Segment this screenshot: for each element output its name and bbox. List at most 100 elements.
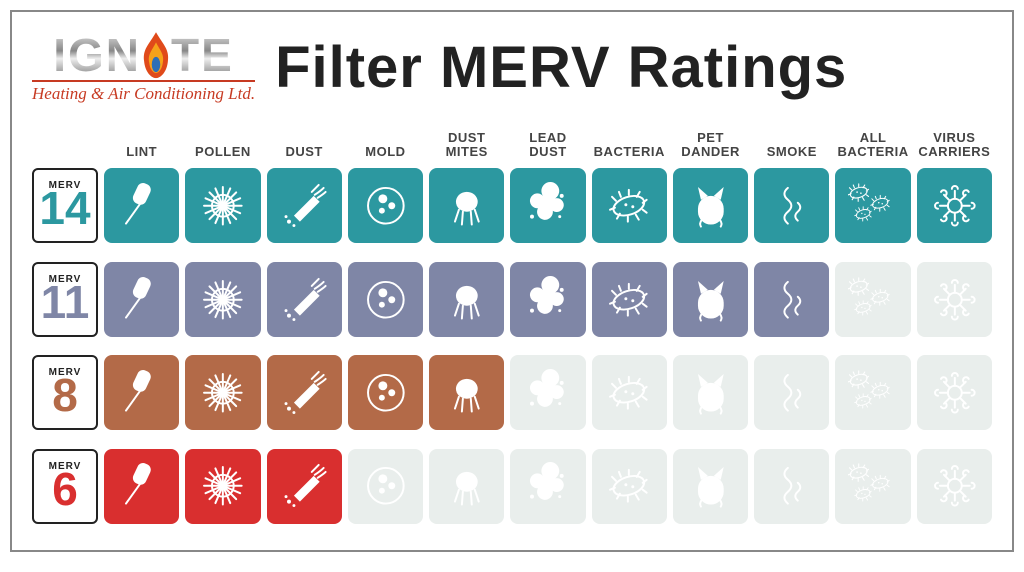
mold-icon	[361, 461, 411, 511]
filter-tile-mold	[348, 262, 423, 337]
column-header: BACTERIA	[592, 114, 667, 162]
leaddust-icon	[523, 181, 573, 231]
merv-row-label: MERV11	[32, 262, 98, 337]
lint-icon	[117, 461, 167, 511]
mold-icon	[361, 368, 411, 418]
filter-tile-lint	[104, 449, 179, 524]
filter-tile-pollen	[185, 355, 260, 430]
column-header: LINT	[104, 114, 179, 162]
column-header: SMOKE	[754, 114, 829, 162]
allbacteria-icon	[848, 275, 898, 325]
allbacteria-icon	[848, 181, 898, 231]
filter-tile-smoke	[754, 262, 829, 337]
column-header: ALL BACTERIA	[835, 114, 910, 162]
filter-tile-virus	[917, 355, 992, 430]
pollen-icon	[198, 181, 248, 231]
filter-tile-allbacteria	[835, 449, 910, 524]
lint-icon	[117, 275, 167, 325]
filter-tile-pollen	[185, 168, 260, 243]
virus-icon	[930, 275, 980, 325]
filter-tile-mold	[348, 355, 423, 430]
filter-tile-pet	[673, 355, 748, 430]
smoke-icon	[767, 461, 817, 511]
filter-tile-leaddust	[510, 449, 585, 524]
filter-tile-smoke	[754, 449, 829, 524]
logo-name: IGN TE	[53, 30, 234, 82]
merv-number: 8	[52, 372, 78, 418]
mold-icon	[361, 181, 411, 231]
filter-tile-lint	[104, 262, 179, 337]
filter-tile-virus	[917, 449, 992, 524]
pet-icon	[686, 461, 736, 511]
dust-icon	[279, 181, 329, 231]
dust-icon	[279, 461, 329, 511]
filter-tile-bacteria	[592, 449, 667, 524]
filter-tile-allbacteria	[835, 262, 910, 337]
dust-icon	[279, 368, 329, 418]
filter-tile-mite	[429, 355, 504, 430]
pollen-icon	[198, 275, 248, 325]
header: IGN TE Heating & Air Conditioning Ltd. F…	[32, 30, 992, 104]
logo-tagline: Heating & Air Conditioning Ltd.	[32, 80, 255, 104]
merv-row-label: MERV8	[32, 355, 98, 430]
pet-icon	[686, 368, 736, 418]
column-header: POLLEN	[185, 114, 260, 162]
smoke-icon	[767, 181, 817, 231]
allbacteria-icon	[848, 461, 898, 511]
logo-text-right: TE	[171, 35, 234, 76]
mite-icon	[442, 461, 492, 511]
filter-tile-smoke	[754, 168, 829, 243]
lint-icon	[117, 181, 167, 231]
filter-tile-pet	[673, 449, 748, 524]
dust-icon	[279, 275, 329, 325]
bacteria-icon	[604, 368, 654, 418]
column-header: LEAD DUST	[510, 114, 585, 162]
filter-tile-leaddust	[510, 355, 585, 430]
column-header: PET DANDER	[673, 114, 748, 162]
filter-tile-virus	[917, 262, 992, 337]
mite-icon	[442, 368, 492, 418]
leaddust-icon	[523, 461, 573, 511]
filter-tile-mite	[429, 168, 504, 243]
filter-tile-leaddust	[510, 262, 585, 337]
column-header: DUST MITES	[429, 114, 504, 162]
pet-icon	[686, 275, 736, 325]
filter-tile-leaddust	[510, 168, 585, 243]
bacteria-icon	[604, 181, 654, 231]
filter-tile-lint	[104, 355, 179, 430]
column-header: DUST	[267, 114, 342, 162]
logo-text-left: IGN	[53, 35, 141, 76]
filter-tile-pet	[673, 262, 748, 337]
merv-number: 6	[52, 466, 78, 512]
virus-icon	[930, 181, 980, 231]
filter-tile-mite	[429, 449, 504, 524]
flame-icon	[139, 30, 173, 82]
allbacteria-icon	[848, 368, 898, 418]
filter-tile-virus	[917, 168, 992, 243]
merv-number: 14	[39, 185, 90, 231]
pet-icon	[686, 181, 736, 231]
filter-tile-mold	[348, 168, 423, 243]
filter-tile-lint	[104, 168, 179, 243]
filter-tile-dust	[267, 355, 342, 430]
filter-tile-allbacteria	[835, 168, 910, 243]
mite-icon	[442, 275, 492, 325]
pollen-icon	[198, 368, 248, 418]
filter-tile-dust	[267, 168, 342, 243]
leaddust-icon	[523, 275, 573, 325]
pollen-icon	[198, 461, 248, 511]
filter-tile-bacteria	[592, 355, 667, 430]
filter-tile-mold	[348, 449, 423, 524]
grid-corner	[32, 114, 98, 162]
filter-tile-bacteria	[592, 262, 667, 337]
virus-icon	[930, 368, 980, 418]
infographic-frame: IGN TE Heating & Air Conditioning Ltd. F…	[10, 10, 1014, 552]
merv-number: 11	[41, 279, 90, 325]
mold-icon	[361, 275, 411, 325]
bacteria-icon	[604, 275, 654, 325]
column-header: MOLD	[348, 114, 423, 162]
merv-grid: LINTPOLLENDUSTMOLDDUST MITESLEAD DUSTBAC…	[32, 114, 992, 536]
merv-row-label: MERV14	[32, 168, 98, 243]
mite-icon	[442, 181, 492, 231]
filter-tile-smoke	[754, 355, 829, 430]
